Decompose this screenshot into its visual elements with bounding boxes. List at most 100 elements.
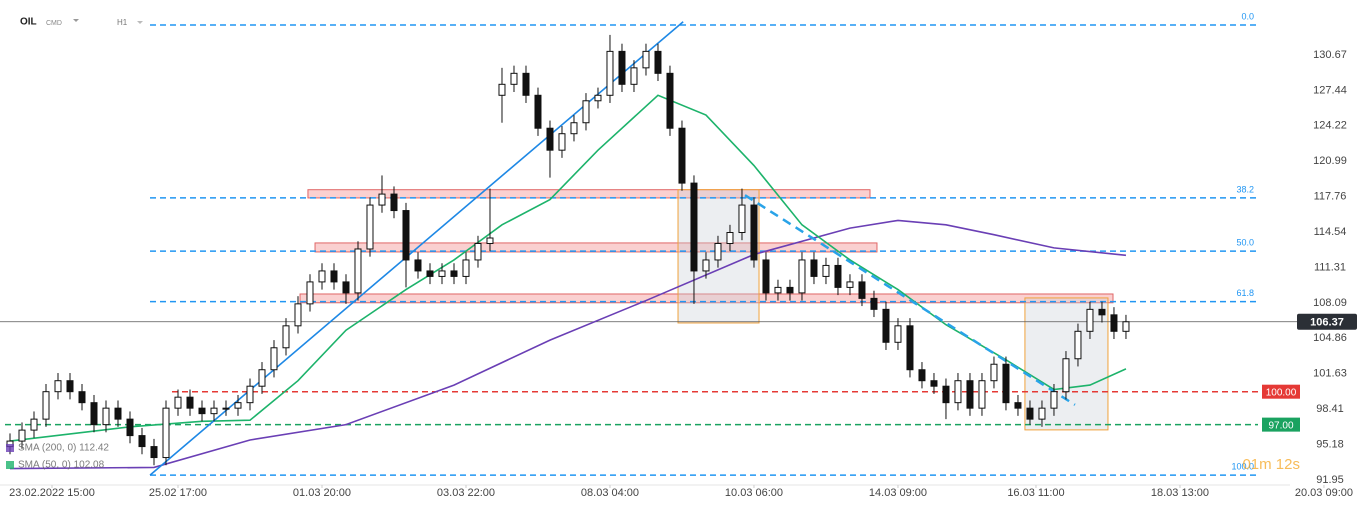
candle-body — [390, 193, 398, 212]
interval[interactable]: H1 — [117, 18, 128, 27]
x-tick-label: 03.03 22:00 — [437, 487, 495, 499]
y-tick-label: 111.31 — [1314, 261, 1346, 273]
candle-body — [666, 72, 674, 129]
candle-body — [414, 259, 422, 272]
price-level-box — [1262, 417, 1300, 432]
candle-body — [618, 50, 626, 85]
candle-body — [942, 385, 950, 404]
candle-body — [678, 127, 686, 184]
price-level-box — [1262, 384, 1300, 399]
candle-body — [654, 50, 662, 74]
candle-body — [630, 67, 638, 85]
fib-label: 50.0 — [1236, 238, 1254, 248]
candle-body — [246, 385, 254, 404]
candle-body — [354, 248, 362, 294]
x-tick-label: 20.03 09:00 — [1295, 487, 1353, 499]
candle-body — [210, 407, 218, 415]
plot: 130.67 127.44 124.22 120.99 117.76 114.54 111.… — [0, 11, 1357, 499]
candle-body — [918, 369, 926, 382]
candle-body — [474, 242, 482, 261]
candle-body — [858, 281, 866, 299]
candle-body — [138, 435, 146, 448]
dropdown-arrow[interactable] — [137, 21, 143, 24]
y-tick-label: 114.54 — [1314, 226, 1347, 238]
candle-body — [1086, 308, 1094, 332]
dropdown-arrow[interactable] — [73, 19, 79, 22]
candle-body — [966, 380, 974, 409]
candle-body — [534, 94, 542, 129]
candle-body — [1098, 308, 1106, 316]
candle-body — [270, 347, 278, 371]
candle-body — [558, 133, 566, 151]
candle-body — [1014, 402, 1022, 409]
y-tick-label: 101.63 — [1313, 368, 1347, 380]
candle-body — [1074, 330, 1082, 360]
x-tick-label: 10.03 06:00 — [725, 487, 783, 499]
x-tick-label: 25.02 17:00 — [149, 487, 207, 499]
candle-body — [714, 242, 722, 261]
candle-body — [774, 286, 782, 294]
y-tick-label: 91.95 — [1316, 474, 1344, 486]
candle-body — [174, 396, 182, 409]
fib-label: 0.0 — [1241, 11, 1254, 21]
y-tick-label: 117.76 — [1314, 191, 1347, 203]
legend-swatch — [6, 461, 14, 469]
candle-body — [54, 380, 62, 393]
candle-body — [1110, 314, 1118, 332]
candle-body — [930, 380, 938, 387]
candle-body — [738, 204, 746, 234]
resistance-zone — [314, 242, 878, 253]
candle-body — [366, 204, 374, 250]
candle-body — [162, 407, 170, 459]
legend-label: SMA (200, 0) 112.42 — [18, 443, 109, 454]
candle-body — [990, 363, 998, 382]
candle-body — [870, 297, 878, 310]
sma-line — [9, 219, 1127, 470]
candle-body — [18, 429, 26, 442]
y-tick-label: 127.44 — [1313, 84, 1347, 96]
candle-body — [258, 369, 266, 387]
price-level-label: 100.00 — [1266, 387, 1297, 398]
legend-swatch — [6, 444, 14, 452]
y-tick-label: 95.18 — [1316, 439, 1344, 451]
candle-body — [438, 270, 446, 277]
candle-body — [702, 259, 710, 272]
candle-body — [186, 396, 194, 409]
x-tick-label: 14.03 09:00 — [869, 487, 927, 499]
candle-body — [30, 418, 38, 431]
candle-body — [894, 325, 902, 343]
trendline — [149, 21, 684, 476]
candle-body — [522, 72, 530, 96]
current-price-box — [1297, 313, 1357, 330]
x-tick-label: 23.02.2022 15:00 — [9, 487, 95, 499]
x-tick-label: 01.03 20:00 — [293, 487, 351, 499]
candle-body — [126, 418, 134, 437]
candle-body — [978, 380, 986, 409]
candle-body — [570, 122, 578, 135]
candle-body — [582, 100, 590, 124]
instrument[interactable]: OIL — [20, 17, 37, 28]
candle-body — [882, 308, 890, 343]
candle-body — [750, 204, 758, 261]
candle-body — [282, 325, 290, 349]
legend-label: SMA (50, 0) 102.08 — [18, 460, 105, 471]
candle-body — [462, 259, 470, 277]
candle-body — [762, 259, 770, 294]
x-tick-label: 16.03 11:00 — [1007, 487, 1064, 499]
candle-body — [1002, 363, 1010, 404]
candle-body — [1062, 358, 1070, 393]
fib-label: 100.0 — [1231, 461, 1254, 471]
fib-label: 38.2 — [1236, 184, 1254, 194]
current-price-label: 106.37 — [1310, 317, 1344, 329]
candle-body — [102, 407, 110, 426]
candle-body — [330, 270, 338, 283]
candle-body — [786, 286, 794, 294]
candle-body — [234, 402, 242, 409]
candle-body — [450, 270, 458, 277]
market: CMD — [46, 20, 62, 27]
candle-body — [642, 50, 650, 69]
candle-body — [810, 259, 818, 277]
candle-body — [378, 193, 386, 206]
countdown: 01m 12s — [1242, 456, 1300, 473]
candle-body — [498, 83, 506, 96]
